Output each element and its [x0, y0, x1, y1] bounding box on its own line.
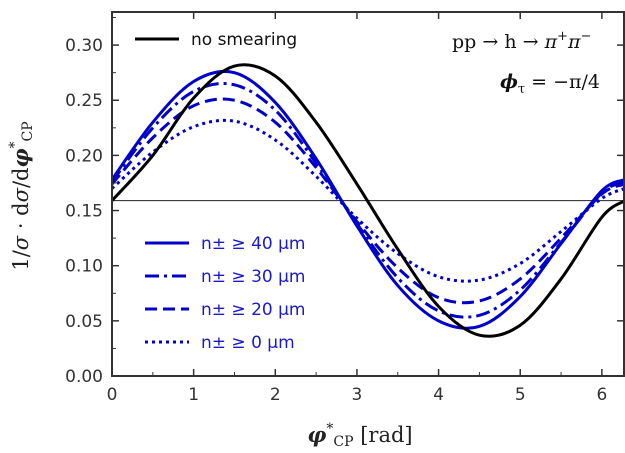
y-tick-label: 0.15 — [65, 202, 103, 222]
legend-label: n± ≥ 0 μm — [201, 333, 295, 353]
y-tick-label: 0.20 — [65, 146, 103, 166]
series-line-n-40-m — [112, 69, 625, 330]
legend-label: n± ≥ 30 μm — [201, 267, 305, 287]
x-tick-label: 2 — [270, 385, 281, 405]
series-line-n-20-m — [112, 97, 625, 305]
series-line-n-0-m — [112, 118, 625, 283]
y-tick-label: 0.25 — [65, 91, 103, 111]
legend-label: n± ≥ 40 μm — [201, 234, 305, 254]
x-axis-label: φ*CP [rad] — [307, 421, 412, 450]
process-annotation: pp → h → π+π− — [452, 29, 591, 53]
x-tick-label: 1 — [188, 385, 199, 405]
y-axis-label: 1/σ · dσ/dφ*CP — [7, 121, 36, 270]
x-tick-label: 5 — [515, 385, 526, 405]
y-tick-label: 0.00 — [65, 367, 103, 387]
y-tick-label: 0.10 — [65, 257, 103, 277]
x-tick-label: 0 — [107, 385, 118, 405]
y-tick-label: 0.30 — [65, 36, 103, 56]
y-tick-label: 0.05 — [65, 312, 103, 332]
x-tick-label: 6 — [596, 385, 607, 405]
legend-label: no smearing — [191, 30, 297, 50]
phase-annotation: ϕτ = −π/4 — [500, 71, 600, 97]
legend-top: no smearing — [135, 30, 297, 50]
legend-label: n± ≥ 20 μm — [201, 300, 305, 320]
x-tick-label: 3 — [352, 385, 363, 405]
legend-bottom: n± ≥ 40 μm n± ≥ 30 μm n± ≥ 20 μm n± ≥ 0 μm — [145, 234, 305, 353]
series-line-no-smearing — [112, 63, 625, 338]
plot-frame — [111, 11, 625, 377]
x-tick-label: 4 — [433, 385, 444, 405]
